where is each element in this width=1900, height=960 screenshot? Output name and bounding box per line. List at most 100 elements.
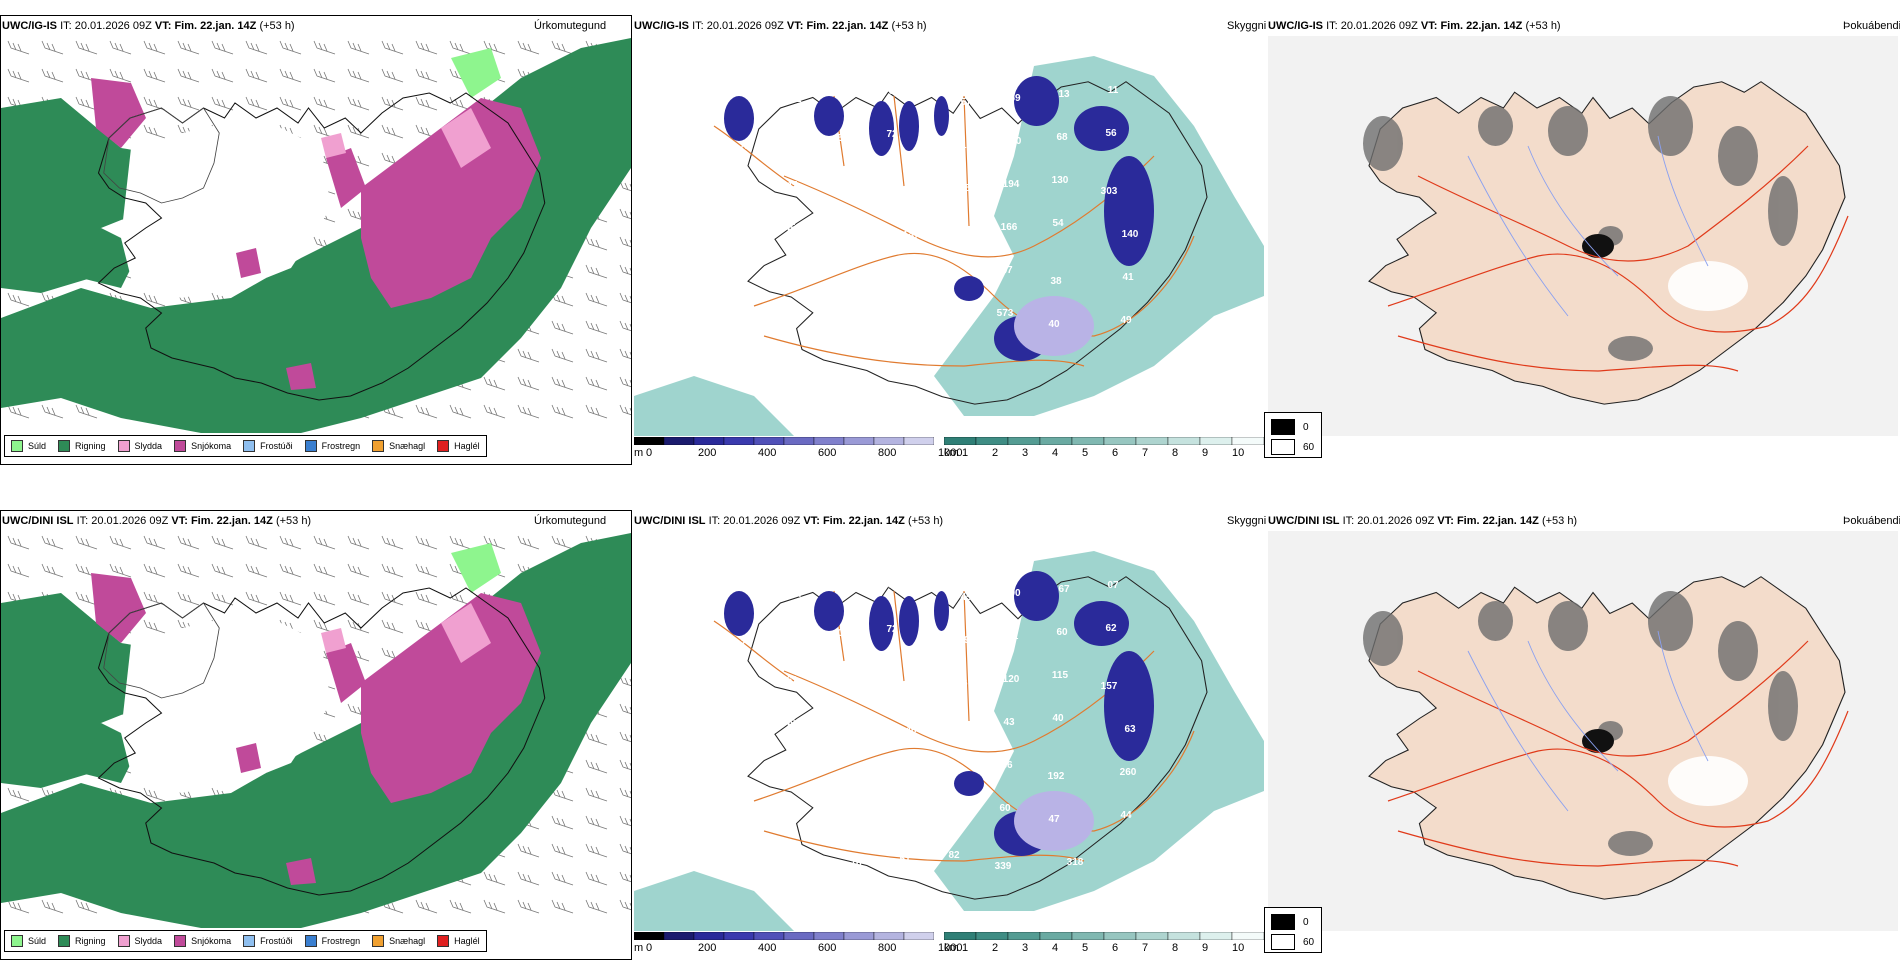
init-time-value: 20.01.2026 09Z <box>1357 515 1435 527</box>
visibility-value-label: 99 <box>829 815 841 826</box>
visibility-value-label: 38 <box>839 90 851 101</box>
visibility-value-label: 42 <box>780 309 792 320</box>
visibility-tick: 8 <box>1172 942 1179 954</box>
low-visibility-patches <box>724 571 1154 856</box>
coastline <box>97 92 546 401</box>
visibility-value-label: 56 <box>837 133 849 144</box>
fog-legend: 0 60 <box>1264 412 1322 458</box>
visibility-value-label: 271 <box>733 722 750 733</box>
visibility-value-label: 49 <box>1120 315 1132 326</box>
visibility-tick: 9 <box>1202 447 1209 459</box>
visibility-value-label: 120 <box>1003 674 1020 685</box>
visibility-value-label: 157 <box>1101 681 1118 692</box>
legend-swatch <box>11 440 23 452</box>
lead-time: (+53 h) <box>275 515 312 527</box>
clear-area <box>1668 261 1748 311</box>
drizzle-area <box>451 543 501 593</box>
visibility-value-label: 57 <box>960 97 972 108</box>
visibility-value-label: 117 <box>956 140 973 151</box>
visibility-value-label: 24 <box>729 851 741 862</box>
visibility-value-label: 38 <box>952 269 964 280</box>
legend-label: Súld <box>28 936 47 946</box>
legend-item: Rigning <box>58 935 106 947</box>
visibility-value-label: 45 <box>888 581 900 592</box>
visibility-value-label: 17 <box>884 187 896 198</box>
visibility-value-label: 47 <box>731 313 743 324</box>
model-name: UWC/IG-IS <box>1268 20 1323 32</box>
visibility-value-label: 72 <box>739 141 751 152</box>
panel-title: UWC/IG-IS IT: 20.01.2026 09Z VT: Fim. 22… <box>1268 20 1561 32</box>
visibility-value-label: 68 <box>1056 132 1068 143</box>
elevation-unit: m <box>634 447 644 459</box>
visibility-value-label: 51 <box>899 854 911 865</box>
legend-label: Haglél <box>454 936 480 946</box>
elevation-tick: 0 <box>646 447 653 459</box>
legend-item: Haglél <box>437 935 480 947</box>
visibility-value-label: 192 <box>1048 771 1065 782</box>
visibility-tick: 3 <box>1022 447 1029 459</box>
visibility-value-label: 38 <box>835 176 847 187</box>
visibility-labels: 53 54 45 45 45 90 67 07 30 38 02 72 59 11 60 62 39 61 34 33… <box>718 578 1136 873</box>
precip-type-panel <box>0 15 632 465</box>
visibility-value-label: 109 <box>831 219 848 230</box>
valid-time-label: VT: <box>803 515 820 527</box>
visibility-value-label: 45 <box>839 585 851 596</box>
legend-item: Frostúði <box>243 440 293 452</box>
visibility-tick: 6 <box>1112 447 1119 459</box>
visibility-value-label: 11 <box>1008 631 1019 642</box>
medium-visibility-patches <box>1014 791 1094 851</box>
visibility-value-label: 30 <box>778 862 790 873</box>
legend-swatch <box>372 935 385 947</box>
init-time-label: IT: <box>692 20 704 32</box>
visibility-value-label: 169 <box>952 226 969 237</box>
visibility-unit: km <box>944 942 959 954</box>
elevation-tick: 200 <box>698 447 717 459</box>
visibility-value-label: 52 <box>790 94 802 105</box>
visibility-value-label: 318 <box>1067 857 1084 868</box>
legend-label: Frostúði <box>260 936 293 946</box>
legend-item: Snæhagl <box>372 440 425 452</box>
visibility-labels: 66 52 38 60 57 69 13 11 72 51 56 72 117 150 68 56 39 45 38… <box>718 83 1138 331</box>
coastline <box>97 587 546 896</box>
legend-label: Slydda <box>134 441 163 451</box>
legend-swatch <box>117 440 130 452</box>
visibility-value-label: 69 <box>1009 93 1021 104</box>
fog-legend-high: 60 <box>1303 936 1315 948</box>
panel-title: UWC/IG-IS IT: 20.01.2026 09Z VT: Fim. 22… <box>2 20 295 32</box>
lead-time: (+53 h) <box>1541 515 1578 527</box>
precip-type-legend: Súld Rigning Slydda Snjókoma Frostúði Frostre… <box>4 930 487 952</box>
visibility-value-label: 16 <box>850 858 862 869</box>
elevation-tick: 1000 <box>938 447 963 459</box>
panel-kind-label: Þokuábendi <box>1843 20 1900 32</box>
init-time-value: 20.01.2026 09Z <box>1340 20 1418 32</box>
legend-swatch <box>243 440 256 452</box>
visibility-colorbar <box>944 932 1264 940</box>
legend-item: Súld <box>11 935 46 947</box>
dense-fog-spot <box>1582 234 1614 258</box>
sleet-area <box>321 108 491 168</box>
visibility-value-label: 33 <box>884 682 896 693</box>
legend-swatch <box>174 440 187 452</box>
model-name: UWC/IG-IS <box>2 20 57 32</box>
legend-item: Snæhagl <box>372 935 425 947</box>
visibility-value-label: 42 <box>782 761 794 772</box>
legend-item: Súld <box>11 440 46 452</box>
sleet-area <box>321 603 491 663</box>
visibility-value-label: 49 <box>784 718 796 729</box>
visibility-value-label: 44 <box>952 764 964 775</box>
visibility-tick: 8 <box>1172 447 1179 459</box>
visibility-value-label: 39 <box>733 765 745 776</box>
visibility-value-label: 40 <box>1048 319 1060 330</box>
valid-time-label: VT: <box>786 20 804 32</box>
visibility-value-label: 97 <box>735 227 747 238</box>
elevation-colorbar <box>634 932 934 940</box>
visibility-value-label: 02 <box>837 628 849 639</box>
visibility-value-label: 45 <box>784 223 796 234</box>
visibility-value-label: 62 <box>1105 623 1117 634</box>
legend-label: Snjókoma <box>191 936 232 946</box>
visibility-value-label: 66 <box>718 83 730 94</box>
init-time-label: IT: <box>708 515 721 527</box>
dense-fog-spot <box>1582 729 1614 753</box>
visibility-map: 66 52 38 60 57 69 13 11 72 51 56 72 117 150 68 56 39 45 38… <box>634 36 1264 436</box>
visibility-tick: 4 <box>1052 447 1059 459</box>
